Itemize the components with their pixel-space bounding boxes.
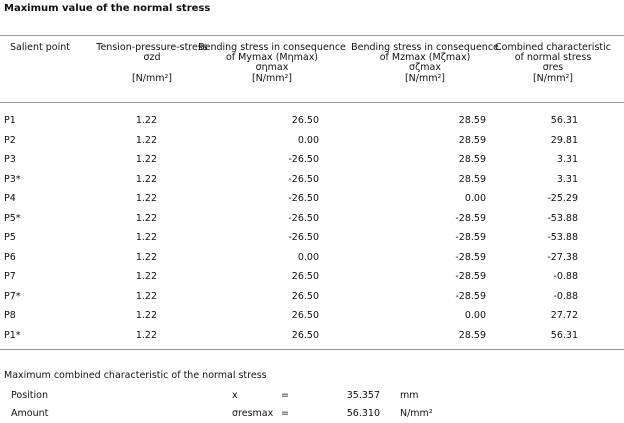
cell: 28.59: [458, 115, 486, 126]
cell: 1.22: [135, 115, 157, 126]
title: Maximum value of the normal stress: [4, 3, 211, 14]
cell: 26.50: [291, 271, 319, 282]
cell: -0.88: [553, 290, 578, 302]
cell: 28.59: [458, 154, 486, 165]
cell: P1*: [4, 329, 21, 341]
header-unit: [N/mm²]: [404, 73, 446, 84]
cell: 1.22: [135, 212, 157, 224]
cell: -26.50: [288, 212, 319, 224]
cell: 3.31: [556, 173, 578, 185]
header-unit: [N/mm²]: [251, 73, 293, 84]
cell: -28.59: [455, 271, 486, 282]
cell: 0.00: [464, 310, 486, 321]
cell: 1.22: [135, 271, 157, 282]
summary-cell: σresmax: [232, 408, 274, 419]
summary-cell: x: [232, 390, 238, 401]
cell: -25.29: [547, 193, 578, 204]
divider: [0, 349, 624, 350]
header-text: Bending stress in consequence: [351, 42, 499, 53]
cell: P5*: [4, 212, 21, 224]
summary-cell: 35.357: [346, 390, 380, 401]
header-text: of normal stress: [514, 52, 592, 63]
summary-cell: mm: [400, 390, 419, 401]
cell: 1.22: [135, 310, 157, 321]
cell: P6: [4, 251, 16, 263]
cell: -26.50: [288, 154, 319, 165]
header-text: of Mymax (Mηmax): [225, 52, 319, 63]
header-text: σηmax: [255, 62, 289, 73]
cell: 1.22: [135, 134, 157, 146]
cell: 56.31: [550, 115, 578, 126]
cell: P3*: [4, 173, 21, 185]
summary-cell: =: [281, 390, 289, 401]
cell: 1.22: [135, 232, 157, 243]
cell: 1.22: [135, 154, 157, 165]
cell: 27.72: [550, 310, 578, 321]
cell: 1.22: [135, 251, 157, 263]
cell: 1.22: [135, 173, 157, 185]
summary-cell: N/mm²: [400, 408, 433, 419]
summary-cell: Amount: [11, 408, 49, 419]
cell: P2: [4, 134, 16, 146]
cell: 26.50: [291, 290, 319, 302]
cell: -26.50: [288, 193, 319, 204]
divider: [0, 102, 624, 103]
header-text: Tension-pressure-stress: [96, 42, 208, 53]
cell: P5: [4, 232, 16, 243]
cell: 28.59: [458, 173, 486, 185]
cell: 26.50: [291, 329, 319, 341]
cell: -28.59: [455, 212, 486, 224]
header-unit: [N/mm²]: [131, 73, 173, 84]
cell: 26.50: [291, 115, 319, 126]
cell: P8: [4, 310, 16, 321]
cell: -53.88: [547, 212, 578, 224]
cell: P7*: [4, 290, 21, 302]
cell: 0.00: [297, 251, 319, 263]
summary-cell: Position: [11, 390, 48, 401]
cell: 0.00: [297, 134, 319, 146]
cell: 29.81: [550, 134, 578, 146]
cell: P3: [4, 154, 16, 165]
header-text: σzd: [143, 52, 161, 63]
cell: -26.50: [288, 232, 319, 243]
cell: -0.88: [553, 271, 578, 282]
header-text: σζmax: [409, 62, 441, 73]
cell: -27.38: [547, 251, 578, 263]
cell: 26.50: [291, 310, 319, 321]
cell: -28.59: [455, 290, 486, 302]
header-text: Combined characteristic: [495, 42, 611, 53]
cell: P1: [4, 115, 16, 126]
summary-cell: =: [281, 408, 289, 419]
cell: -28.59: [455, 251, 486, 263]
cell: P4: [4, 193, 16, 204]
header-text: of Mzmax (Mζmax): [379, 52, 471, 63]
cell: 1.22: [135, 193, 157, 204]
cell: -28.59: [455, 232, 486, 243]
summary-cell: 56.310: [346, 408, 380, 419]
cell: P7: [4, 271, 16, 282]
divider: [0, 35, 624, 36]
cell: -26.50: [288, 173, 319, 185]
cell: 1.22: [135, 290, 157, 302]
cell: 0.00: [464, 193, 486, 204]
header-unit: [N/mm²]: [532, 73, 574, 84]
cell: 3.31: [556, 154, 578, 165]
cell: 1.22: [135, 329, 157, 341]
cell: 56.31: [550, 329, 578, 341]
header-text: σres: [542, 62, 564, 73]
cell: -53.88: [547, 232, 578, 243]
header-text: Salient point: [10, 42, 70, 53]
summary-title: Maximum combined characteristic of the n…: [4, 370, 267, 381]
cell: 28.59: [458, 134, 486, 146]
cell: 28.59: [458, 329, 486, 341]
header-text: Bending stress in consequence: [198, 42, 346, 53]
